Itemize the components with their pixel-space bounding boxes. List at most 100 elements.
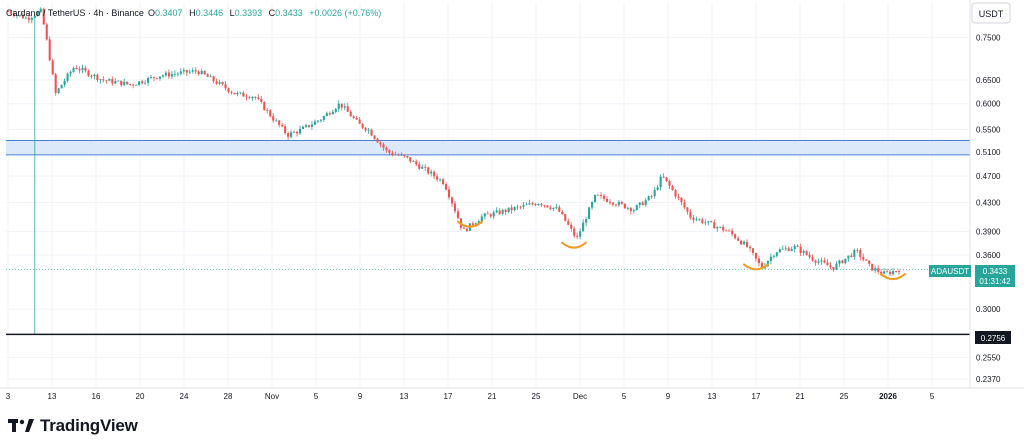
candle-body — [552, 207, 555, 209]
tradingview-logo[interactable]: TradingView — [8, 416, 138, 436]
resistance-zone-fill — [6, 140, 970, 155]
candle-body — [278, 120, 281, 125]
candle-body — [263, 101, 266, 111]
candle-body — [754, 252, 758, 259]
candle-body — [531, 203, 534, 205]
candle-body — [60, 84, 63, 89]
candle-body — [346, 106, 349, 112]
candle-body — [6, 11, 10, 12]
candle-body — [513, 207, 516, 211]
candle-body — [194, 70, 197, 72]
symbol-title: Cardano / TetherUS · 4h · Binance — [6, 8, 144, 18]
candle-body — [510, 207, 513, 211]
price-axis: 0.7500 0.6500 0.6000 0.5500 0.5100 0.4700 0.43… — [969, 0, 1001, 388]
candle-body — [149, 77, 153, 78]
candle-body — [620, 201, 623, 204]
x-tick-label: 21 — [796, 392, 805, 401]
rounded-bottom-arc — [561, 241, 587, 249]
candle-body — [811, 257, 814, 261]
svg-text:0.2756: 0.2756 — [981, 334, 1006, 343]
candle-body — [516, 206, 519, 208]
candle-body — [790, 248, 793, 251]
x-tick-label: 9 — [358, 392, 363, 401]
candle-body — [892, 271, 895, 275]
candle-body — [817, 261, 820, 263]
candle-body — [328, 113, 331, 115]
candle-body — [397, 154, 400, 156]
candle-body — [176, 73, 179, 75]
candle-body — [218, 81, 221, 84]
candle-body — [251, 96, 254, 99]
candle-body — [421, 166, 424, 169]
candle-body — [555, 207, 558, 208]
rounded-bottom-arc — [743, 263, 769, 271]
x-tick-label: 5 — [930, 392, 935, 401]
candle-body — [164, 72, 167, 76]
x-tick-label: 13 — [400, 392, 409, 401]
candle-body — [760, 262, 763, 269]
candle-body — [400, 154, 403, 156]
candle-body — [704, 222, 707, 224]
candle-body — [599, 194, 603, 196]
candle-body — [570, 224, 573, 229]
badge-price: 0.3433 — [983, 267, 1008, 276]
y-tick-label: 0.2550 — [976, 353, 1001, 362]
currency-button[interactable]: USDT — [971, 2, 1011, 24]
candle-body — [66, 73, 69, 81]
candle-body — [170, 74, 173, 77]
candle-body — [316, 120, 319, 122]
candle-body — [54, 74, 57, 94]
candle-body — [281, 124, 284, 127]
candle-body — [36, 11, 39, 17]
x-tick-label: 13 — [708, 392, 717, 401]
candle-body — [748, 246, 752, 249]
candle-body — [725, 230, 728, 232]
candle-body — [233, 92, 236, 95]
x-tick-label: 3 — [6, 392, 11, 401]
candle-body — [21, 14, 24, 19]
candle-body — [480, 216, 483, 222]
candle-body — [528, 203, 531, 205]
candle-body — [605, 198, 609, 202]
candle-body — [775, 252, 778, 256]
candle-body — [293, 131, 296, 133]
candle-body — [436, 176, 439, 180]
candle-body — [701, 219, 704, 223]
candle-body — [558, 207, 561, 212]
candle-body — [147, 77, 150, 83]
y-tick-label: 0.6000 — [976, 100, 1001, 109]
candle-body — [433, 171, 436, 177]
candle-body — [248, 97, 251, 99]
candle-body — [784, 248, 787, 250]
candle-body — [820, 260, 823, 262]
candle-body — [141, 81, 144, 84]
candle-body — [722, 226, 725, 231]
candle-body — [123, 81, 126, 86]
candle-body — [224, 84, 227, 89]
candle-body — [814, 260, 817, 263]
candle-body — [75, 68, 78, 70]
candle-body — [93, 74, 96, 77]
candle-body — [403, 154, 406, 157]
candle-body — [57, 88, 60, 94]
candle-body — [614, 204, 617, 206]
candle-body — [576, 235, 579, 237]
candle-body — [862, 256, 865, 260]
y-tick-label: 0.6500 — [976, 76, 1001, 85]
candle-body — [69, 71, 72, 74]
candle-body — [358, 119, 361, 124]
candle-body — [48, 39, 51, 61]
y-tick-label: 0.5100 — [976, 148, 1001, 157]
candle-body — [158, 76, 162, 79]
candle-body — [582, 222, 585, 232]
candle-body — [540, 203, 543, 206]
candle-body — [337, 103, 340, 110]
candle-body — [298, 128, 302, 134]
candle-body — [33, 16, 36, 18]
candle-body — [72, 68, 75, 72]
candle-body — [391, 152, 394, 155]
candle-body — [737, 238, 740, 241]
candle-body — [787, 248, 790, 251]
candle-body — [12, 13, 16, 16]
